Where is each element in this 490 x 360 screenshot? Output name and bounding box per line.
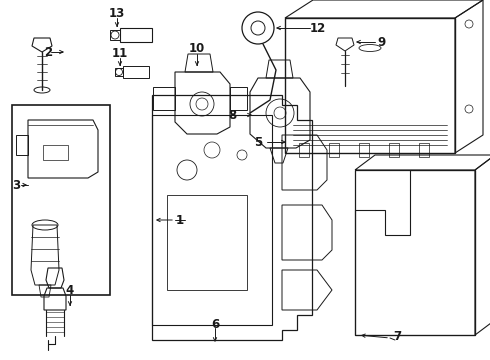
Text: 5: 5 bbox=[254, 135, 262, 149]
Bar bbox=[359, 143, 369, 157]
Text: 10: 10 bbox=[189, 41, 205, 54]
Bar bbox=[329, 143, 339, 157]
Text: 9: 9 bbox=[378, 36, 386, 49]
Text: 1: 1 bbox=[176, 213, 184, 226]
Bar bbox=[285, 18, 455, 153]
Bar bbox=[167, 195, 247, 290]
Text: 3: 3 bbox=[12, 179, 20, 192]
Text: 12: 12 bbox=[310, 22, 326, 35]
Bar bbox=[389, 143, 399, 157]
Text: 2: 2 bbox=[44, 45, 52, 59]
Bar bbox=[299, 143, 309, 157]
Bar bbox=[419, 143, 429, 157]
Text: 8: 8 bbox=[228, 108, 236, 122]
Text: 4: 4 bbox=[66, 284, 74, 297]
Text: 6: 6 bbox=[211, 319, 219, 332]
Bar bbox=[43, 145, 68, 160]
Text: 13: 13 bbox=[109, 6, 125, 19]
Bar bbox=[12, 105, 110, 295]
Text: 11: 11 bbox=[112, 46, 128, 59]
Text: 7: 7 bbox=[393, 330, 401, 343]
